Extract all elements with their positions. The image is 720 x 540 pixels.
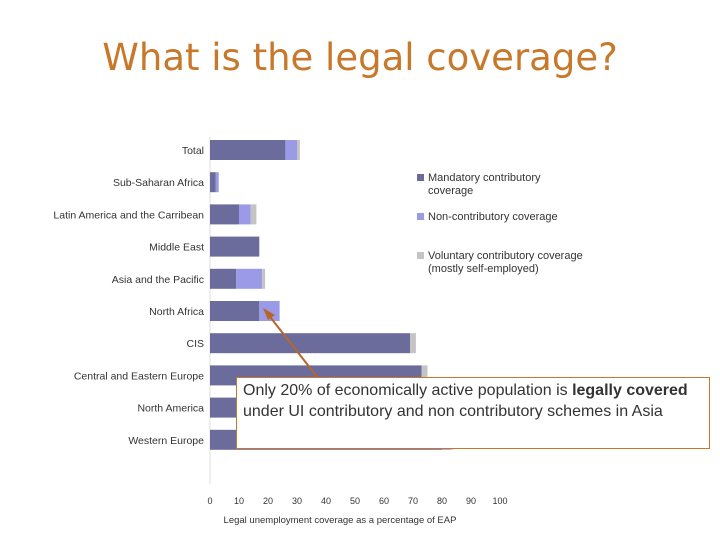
bar-asia-and-the-pacific-series-2 <box>236 268 263 289</box>
x-axis-label: Legal unemployment coverage as a percent… <box>224 515 457 526</box>
category-label-north-africa: North Africa <box>149 306 204 318</box>
slide-title: What is the legal coverage? <box>102 36 618 79</box>
legend-label-1: Mandatory contributory coverage <box>428 172 541 197</box>
bar-asia-and-the-pacific-series-1 <box>210 268 237 289</box>
bar-total-series-2 <box>285 140 297 160</box>
bar-latin-america-and-the-carribean-series-1 <box>210 204 239 225</box>
category-label-north-america: North America <box>137 403 204 415</box>
bar-middle-east-series-1 <box>210 236 260 257</box>
x-tick-label-50: 50 <box>350 496 360 506</box>
bar-north-africa-series-1 <box>210 301 260 321</box>
callout-text-3: under UI contributory and non contributo… <box>243 403 663 420</box>
x-tick-label-100: 100 <box>492 496 507 506</box>
category-label-asia-and-the-pacific: Asia and the Pacific <box>112 274 204 286</box>
bar-north-africa-series-2 <box>259 301 280 321</box>
category-label-sub-saharan-africa: Sub-Saharan Africa <box>113 177 204 189</box>
callout-bold-covered: covered <box>626 382 688 399</box>
legend-label-3: Voluntary contributory coverage (mostly s… <box>428 250 583 275</box>
callout-arrow-line <box>266 312 319 379</box>
x-tick-label-90: 90 <box>466 496 476 506</box>
callout-text-1: Only 20% of economically active populati… <box>243 382 573 399</box>
legend-swatch-2 <box>417 213 424 220</box>
bar-cis-series-1 <box>210 333 411 354</box>
x-tick-label-40: 40 <box>321 496 331 506</box>
x-tick-label-10: 10 <box>234 496 244 506</box>
bar-asia-and-the-pacific-series-3 <box>262 268 266 289</box>
x-tick-label-20: 20 <box>263 496 273 506</box>
legend-swatch-1 <box>417 174 424 181</box>
bar-cis-series-3 <box>410 333 416 354</box>
category-label-cis: CIS <box>186 338 204 350</box>
bar-latin-america-and-the-carribean-series-2 <box>239 204 251 225</box>
category-label-western-europe: Western Europe <box>128 435 204 447</box>
callout-arrow-head <box>263 308 275 320</box>
x-tick-label-70: 70 <box>408 496 418 506</box>
legend-swatch-3 <box>417 252 424 259</box>
category-label-middle-east: Middle East <box>149 242 204 254</box>
x-tick-label-60: 60 <box>379 496 389 506</box>
callout-box: Only 20% of economically active populati… <box>236 377 710 449</box>
bar-total-series-1 <box>210 140 286 160</box>
x-tick-label-30: 30 <box>292 496 302 506</box>
bar-sub-saharan-africa-series-2 <box>215 172 219 193</box>
x-tick-label-0: 0 <box>207 496 212 506</box>
x-tick-label-80: 80 <box>437 496 447 506</box>
category-label-total: Total <box>182 145 204 157</box>
callout-bold-legally: legally <box>572 382 622 399</box>
bar-central-and-eastern-europe-series-3 <box>421 365 428 386</box>
category-label-latin-america-and-the-carribean: Latin America and the Carribean <box>53 209 204 221</box>
legend-label-2: Non-contributory coverage <box>428 211 558 223</box>
bar-sub-saharan-africa-series-1 <box>210 172 216 193</box>
bar-total-series-3 <box>297 140 300 160</box>
category-label-central-and-eastern-europe: Central and Eastern Europe <box>74 370 204 382</box>
bar-latin-america-and-the-carribean-series-3 <box>250 204 257 225</box>
